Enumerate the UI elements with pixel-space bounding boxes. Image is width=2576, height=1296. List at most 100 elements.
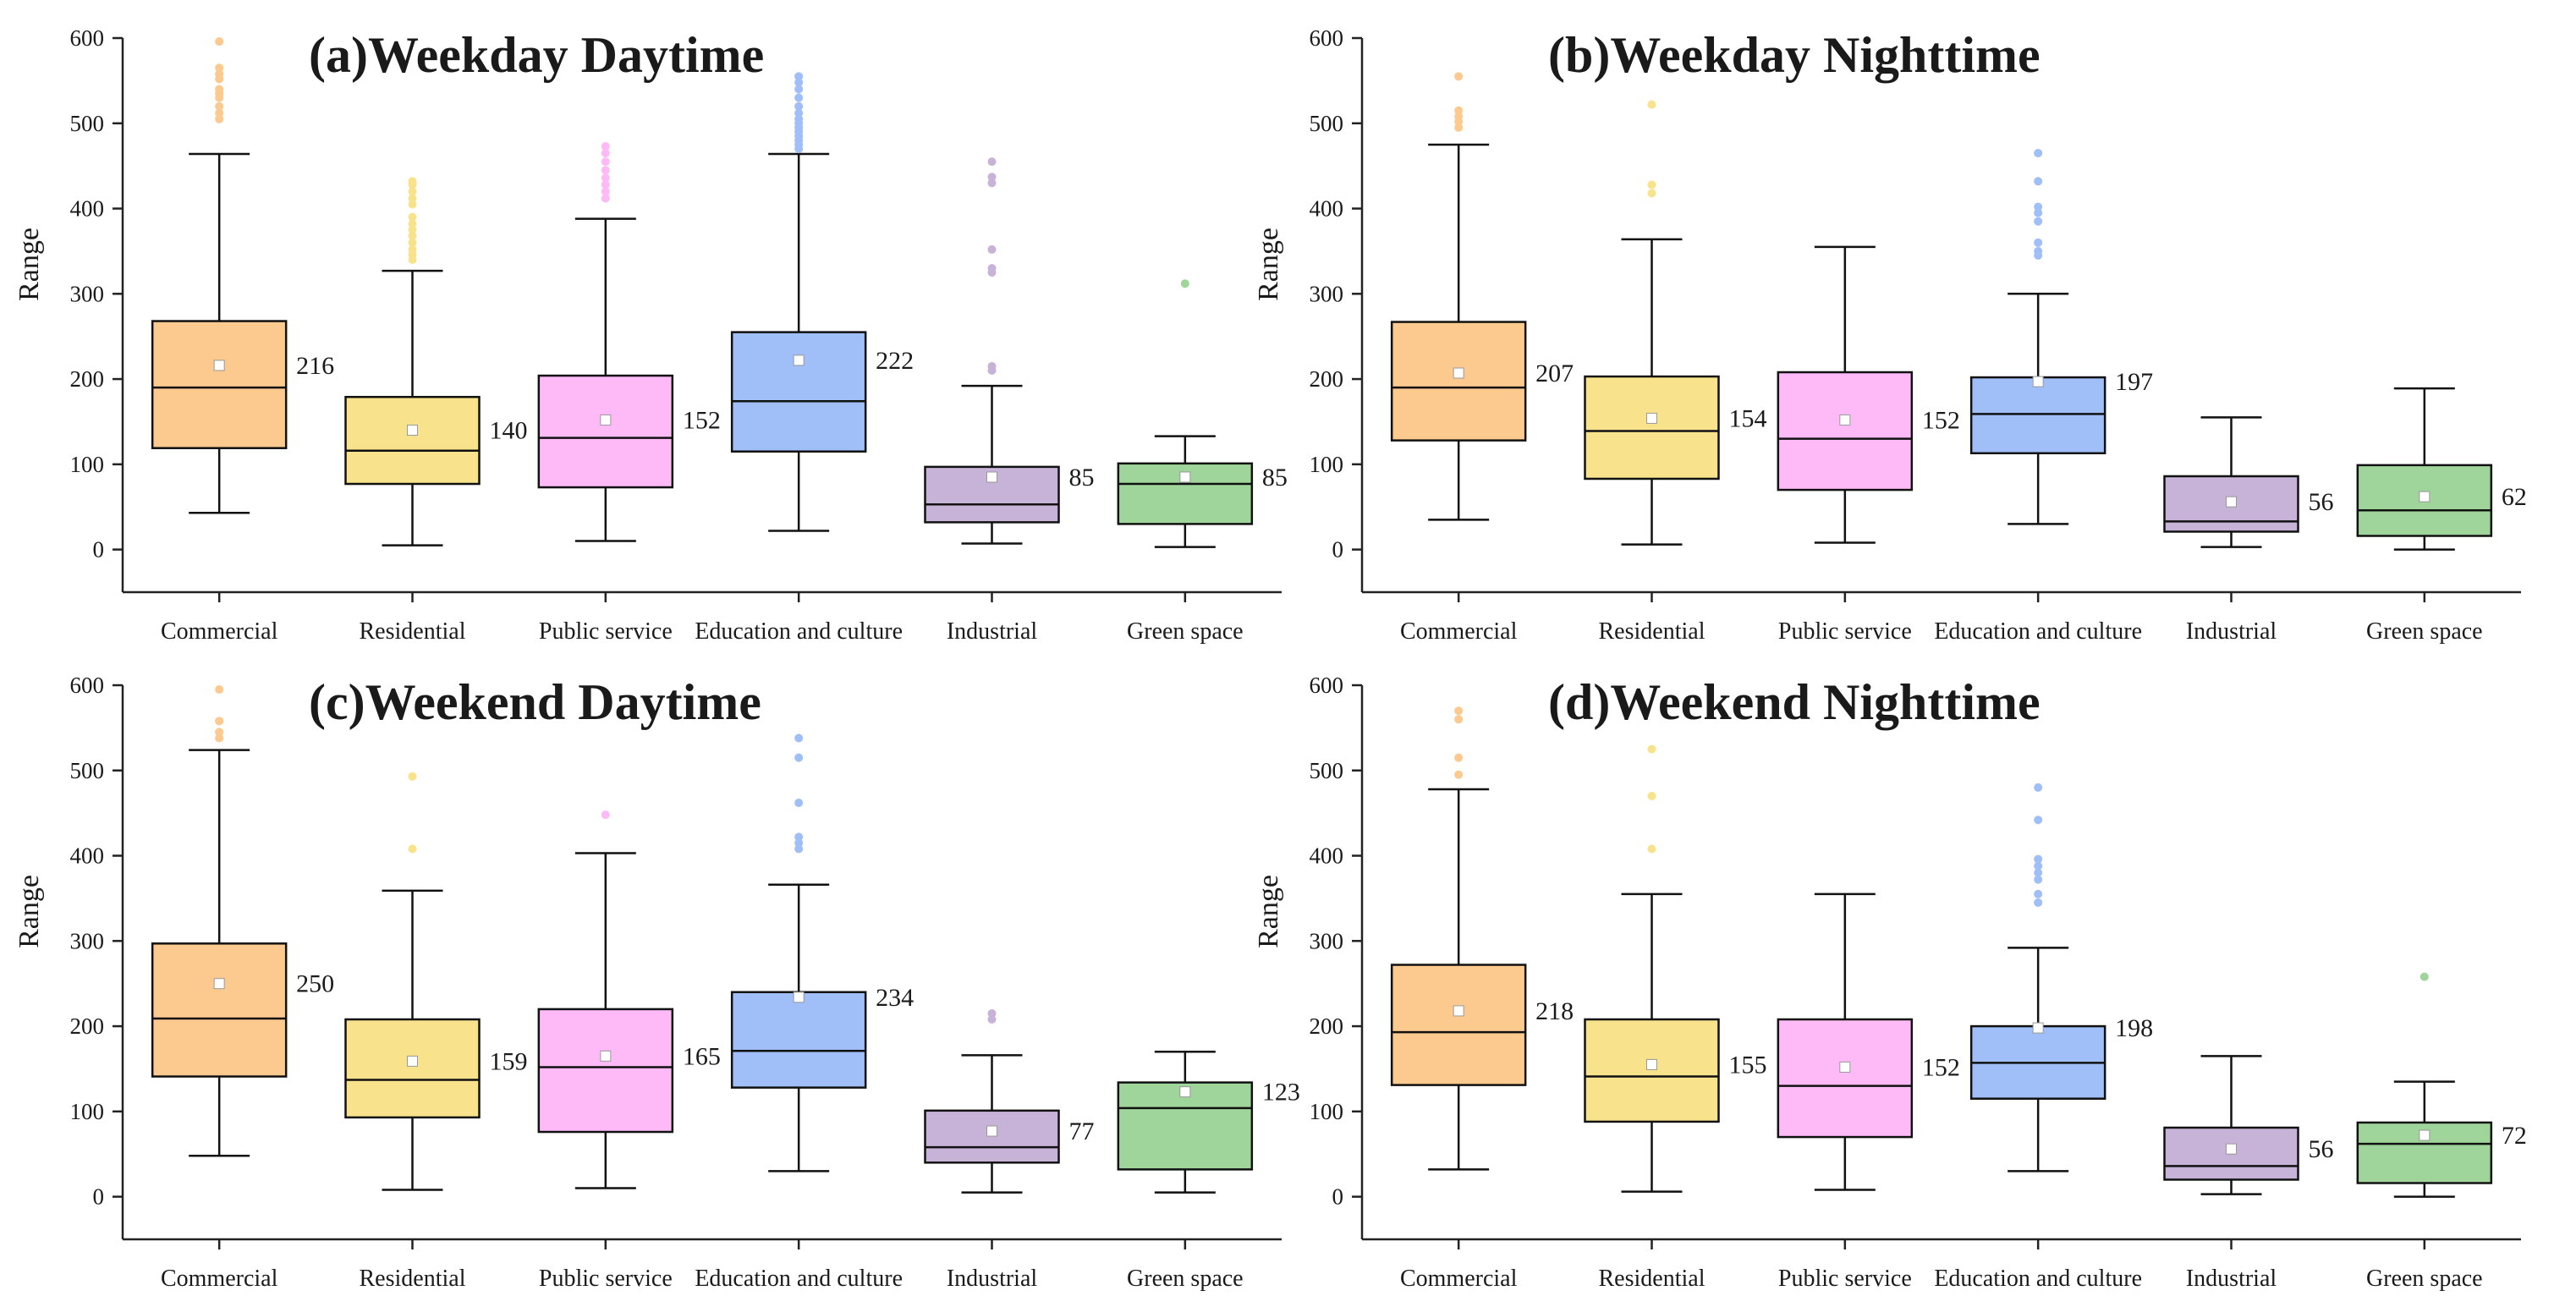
x-tick-label: Industrial [947,618,1038,645]
x-tick-label: Public service [539,1266,673,1292]
mean-label: 198 [2115,1014,2153,1042]
mean-marker [2226,1143,2237,1155]
x-tick-label: Education and culture [1934,1266,2142,1292]
outlier-point [1647,744,1656,754]
outlier-point [408,219,417,228]
mean-marker [1179,471,1191,483]
box-commercial: Commercial 216 [151,37,334,645]
outlier-point [2034,246,2043,255]
mean-label: 140 [490,417,528,445]
outlier-point [601,149,610,158]
outlier-point [987,173,997,182]
outlier-point [794,838,804,848]
outlier-point [215,102,224,111]
iqr-box [730,331,867,453]
box-education-and-culture: Education and culture 197 [1934,149,2153,645]
outlier-point [1454,770,1464,779]
mean-label: 154 [1729,404,1767,432]
outlier-point [1647,844,1656,854]
outlier-point [2034,217,2043,226]
outlier-point [215,85,224,94]
x-tick-label: Residential [1599,618,1705,645]
iqr-box [1584,1018,1720,1123]
y-tick-label: 100 [70,452,105,477]
mean-marker [2032,376,2044,387]
panel-title: (a)Weekday Daytime [309,27,764,83]
iqr-box [1584,375,1720,481]
outlier-point [1454,715,1464,724]
x-tick-label: Public service [539,618,673,645]
x-tick-label: Education and culture [695,1266,903,1292]
box-green-space: Green space 62 [2356,387,2527,645]
y-tick-label: 500 [70,758,105,783]
outlier-point [794,108,804,118]
outlier-point [2034,177,2043,186]
mean-marker [2226,496,2237,508]
outlier-point [794,114,804,124]
panel-d: 0 100 200 300 400 500 600 Range (d)Weekend Night… [1253,673,2527,1292]
box-commercial: Commercial 250 [151,685,334,1292]
outlier-point [408,231,417,240]
y-tick-label: 300 [1310,281,1344,306]
iqr-box [1777,371,1914,491]
panel-title: (b)Weekday Nighttime [1548,27,2040,83]
x-tick-label: Industrial [2186,1266,2277,1292]
outlier-point [987,361,997,371]
outlier-point [2419,972,2429,981]
outlier-point [2034,898,2043,907]
outlier-point [2034,875,2043,884]
x-tick-label: Commercial [161,618,278,645]
outlier-point [2034,783,2043,792]
outlier-point [987,157,997,167]
outlier-point [408,177,417,186]
mean-marker [793,354,805,366]
iqr-box [151,320,288,449]
x-tick-label: Residential [360,1266,466,1292]
x-tick-label: Commercial [1400,618,1518,645]
iqr-box [537,374,674,489]
mean-label: 56 [2309,488,2334,516]
x-tick-label: Green space [2366,1266,2483,1292]
iqr-box [924,1109,1060,1164]
outlier-point [2034,149,2043,158]
y-tick-label: 400 [1310,843,1344,869]
mean-marker [986,1125,997,1137]
box-residential: Residential 154 [1584,100,1767,645]
outlier-point [794,844,804,854]
mean-label: 85 [1069,464,1095,491]
outlier-point [1454,112,1464,121]
mean-marker [1839,414,1851,426]
y-tick-label: 400 [70,843,105,869]
outlier-point [215,108,224,118]
mean-marker [600,414,612,426]
mean-label: 216 [296,352,334,380]
mean-label: 56 [2309,1135,2334,1163]
outlier-point [215,728,224,737]
outlier-point [987,264,997,273]
y-tick-label: 0 [93,1184,105,1210]
y-tick-label: 200 [70,1013,105,1039]
box-residential: Residential 140 [344,177,528,645]
outlier-point [601,173,610,183]
x-tick-label: Public service [1778,1266,1912,1292]
y-tick-label: 400 [1310,196,1344,222]
mean-label: 62 [2502,483,2527,511]
y-tick-label: 600 [70,673,105,698]
mean-marker [793,991,805,1003]
mean-marker [1646,412,1657,424]
mean-label: 85 [1262,464,1288,491]
y-tick-label: 0 [93,537,105,563]
y-tick-label: 500 [70,111,105,136]
outlier-point [601,180,610,189]
outlier-point [215,717,224,726]
y-tick-label: 0 [1332,1184,1344,1210]
mean-marker [986,471,997,483]
mean-marker [407,1055,418,1067]
outlier-point [2034,889,2043,898]
outlier-point [794,799,804,808]
mean-label: 165 [683,1042,721,1070]
outlier-point [408,844,417,854]
x-tick-label: Education and culture [1934,618,2142,645]
outlier-point [987,1015,997,1024]
box-residential: Residential 155 [1584,744,1767,1292]
